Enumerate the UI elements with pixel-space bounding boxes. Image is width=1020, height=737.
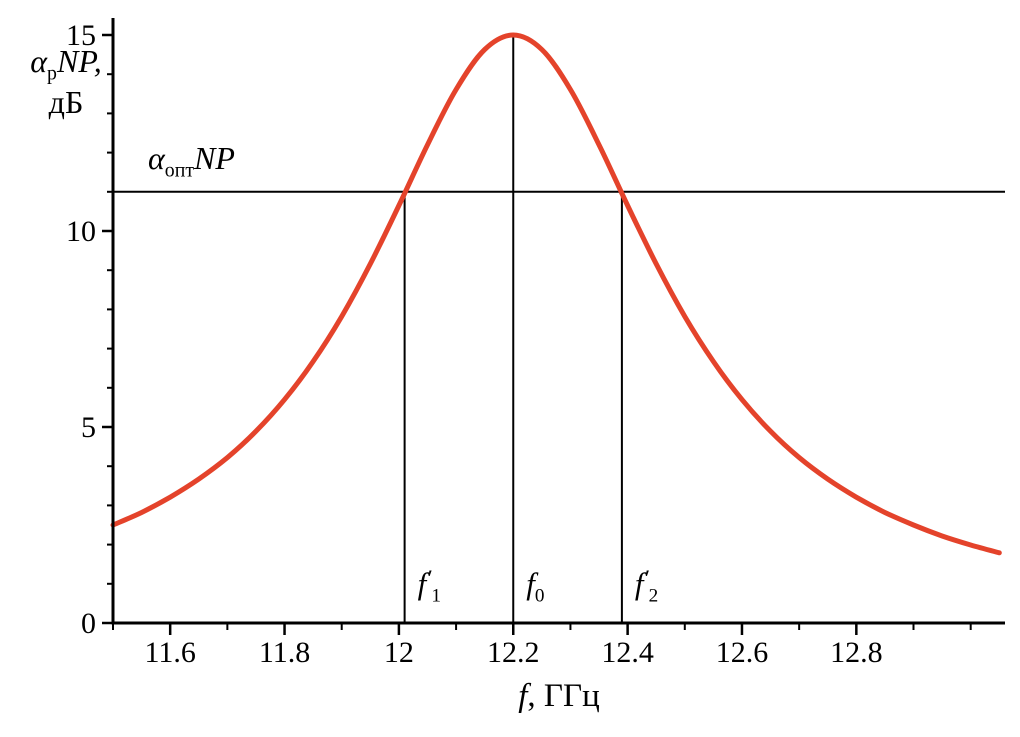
x-axis-unit: , ГГц bbox=[527, 678, 600, 714]
prime-mark: ′ bbox=[643, 566, 649, 592]
marker-subscript: 0 bbox=[534, 585, 545, 607]
svg-text:15: 15 bbox=[66, 19, 96, 52]
alpha-symbol: α bbox=[30, 43, 48, 79]
x-axis-title: f, ГГц bbox=[113, 678, 1005, 715]
marker-label-f0: f0 bbox=[526, 566, 544, 607]
svg-text:5: 5 bbox=[81, 411, 96, 444]
svg-text:12.4: 12.4 bbox=[601, 636, 654, 669]
y-axis-title-line1: αpNP, bbox=[10, 44, 122, 85]
svg-text:0: 0 bbox=[81, 607, 96, 640]
svg-text:12.8: 12.8 bbox=[830, 636, 883, 669]
f-symbol: f bbox=[634, 566, 644, 602]
f-symbol: f bbox=[518, 678, 528, 714]
marker-subscript: 1 bbox=[431, 585, 441, 607]
np-symbol: NP, bbox=[56, 43, 102, 79]
np-symbol: NP bbox=[194, 140, 235, 176]
marker-subscript: 2 bbox=[648, 585, 659, 607]
threshold-label: αоптNP bbox=[148, 140, 235, 182]
prime-mark: ′ bbox=[426, 566, 432, 592]
y-axis-title: αpNP, дБ bbox=[10, 44, 122, 119]
alpha-subscript: p bbox=[47, 62, 57, 85]
alpha-symbol: α bbox=[148, 140, 165, 176]
f-symbol: f bbox=[526, 566, 535, 602]
alpha-subscript: опт bbox=[164, 159, 194, 182]
svg-text:10: 10 bbox=[66, 215, 96, 248]
svg-text:11.8: 11.8 bbox=[259, 636, 310, 669]
svg-text:12.6: 12.6 bbox=[716, 636, 769, 669]
svg-text:11.6: 11.6 bbox=[144, 636, 195, 669]
marker-label-f2: f′2 bbox=[635, 566, 658, 607]
svg-text:12: 12 bbox=[384, 636, 414, 669]
marker-label-f1: f′1 bbox=[418, 566, 441, 607]
y-axis-unit: дБ bbox=[48, 83, 84, 120]
f-symbol: f bbox=[417, 566, 427, 602]
svg-text:12.2: 12.2 bbox=[487, 636, 540, 669]
